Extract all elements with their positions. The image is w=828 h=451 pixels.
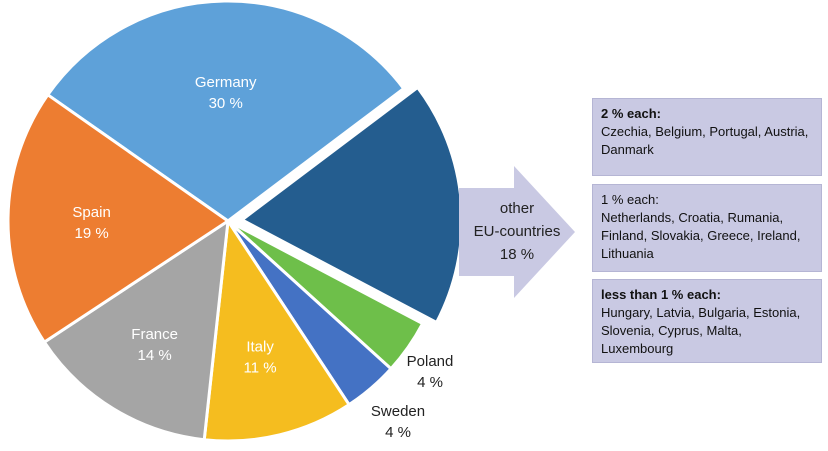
slice-name-label-poland: Poland (407, 353, 454, 370)
breakdown-heading-less-than-1-percent: less than 1 % each: (601, 287, 721, 302)
pie-slice-spain (6, 93, 230, 344)
arrow-shape (459, 166, 575, 298)
pie-slice-italy (202, 219, 351, 443)
breakdown-heading-2-percent: 2 % each: (601, 106, 661, 121)
breakdown-box-2-percent: 2 % each: Czechia, Belgium, Portugal, Au… (592, 98, 822, 176)
pie-slices (6, 0, 464, 443)
slice-percent-label-france: 14 % (138, 347, 172, 364)
slice-name-label-germany: Germany (195, 74, 257, 91)
slice-name-label-italy: Italy (246, 339, 274, 356)
slice-percent-label-sweden: 4 % (385, 424, 411, 441)
pie-slice-france (42, 219, 230, 442)
slice-percent-label-poland: 4 % (417, 374, 443, 391)
slice-name-label-france: France (131, 326, 178, 343)
breakdown-heading-1-percent: 1 % each: (601, 192, 659, 207)
slice-percent-label-italy: 11 % (244, 360, 277, 377)
breakdown-countries-2-percent: Czechia, Belgium, Portugal, Austria, Dan… (601, 124, 809, 157)
breakdown-countries-1-percent: Netherlands, Croatia, Rumania, Finland, … (601, 210, 801, 261)
slice-percent-label-germany: 30 % (209, 95, 243, 112)
breakdown-box-less-than-1-percent: less than 1 % each: Hungary, Latvia, Bul… (592, 279, 822, 363)
slice-percent-label-spain: 19 % (75, 225, 109, 242)
pie-slice-germany (46, 0, 406, 223)
arrow-label-line-3: 18 % (500, 246, 534, 263)
breakdown-countries-less-than-1-percent: Hungary, Latvia, Bulgaria, Estonia, Slov… (601, 305, 801, 356)
slice-name-label-sweden: Sweden (371, 403, 425, 420)
arrow-label-line-2: EU-countries (474, 223, 561, 240)
slice-name-label-spain: Spain (72, 204, 110, 221)
breakdown-box-1-percent: 1 % each: Netherlands, Croatia, Rumania,… (592, 184, 822, 272)
slice-labels: Germany 30 % Poland 4 % Sweden 4 % Italy 11 % Fr… (72, 74, 453, 441)
arrow-label-line-1: other (500, 200, 534, 217)
